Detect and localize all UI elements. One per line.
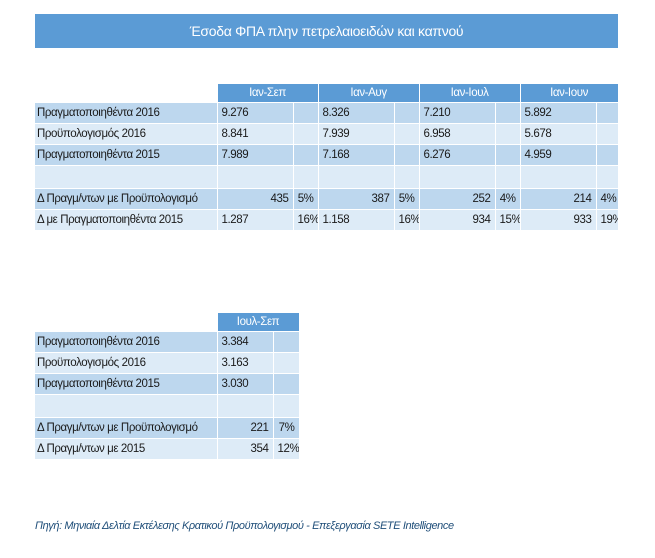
value-cell: 7.168 xyxy=(318,144,395,166)
row-label: Πραγματοποιηθέντα 2015 xyxy=(35,373,218,395)
value-cell: 1.287 xyxy=(217,209,294,231)
spacer-row xyxy=(35,394,300,418)
row-label: Προϋπολογισμός 2016 xyxy=(35,123,218,145)
value-cell: 4.959 xyxy=(520,144,597,166)
value-cell: 6.276 xyxy=(419,144,496,166)
column-header: Ιουλ-Σεπ xyxy=(217,313,300,332)
row-label: Πραγματοποιηθέντα 2016 xyxy=(35,331,218,353)
value-cell: 933 xyxy=(520,209,597,231)
table-row: Δ Πραγμ/ντων με 2015 354 12% xyxy=(35,438,300,460)
percent-cell: 4% xyxy=(596,188,619,210)
row-label: Δ με Πραγματοποιηθέντα 2015 xyxy=(35,209,218,231)
value-cell: 8.326 xyxy=(318,102,395,124)
value-cell: 354 xyxy=(217,438,274,460)
percent-cell: 16% xyxy=(394,209,420,231)
table-row: Πραγματοποιηθέντα 2016 3.384 xyxy=(35,331,300,353)
value-cell: 252 xyxy=(419,188,496,210)
row-label: Προϋπολογισμός 2016 xyxy=(35,352,218,374)
value-cell: 221 xyxy=(217,417,274,439)
value-cell: 7.989 xyxy=(217,144,294,166)
table-row: Πραγματοποιηθέντα 2015 3.030 xyxy=(35,373,300,395)
value-cell: 5.892 xyxy=(520,102,597,124)
value-cell: 934 xyxy=(419,209,496,231)
column-header: Ιαν-Αυγ xyxy=(318,84,420,103)
value-cell: 3.384 xyxy=(217,331,274,353)
percent-cell: 5% xyxy=(293,188,319,210)
page-title: Έσοδα ΦΠΑ πλην πετρελαιοειδών και καπνού xyxy=(35,14,618,48)
row-label: Πραγματοποιηθέντα 2016 xyxy=(35,102,218,124)
table-row: Δ Πραγμ/ντων με Προϋπολογισμό 221 7% xyxy=(35,417,300,439)
vat-revenue-table-cumulative: Ιαν-Σεπ Ιαν-Αυγ Ιαν-Ιουλ Ιαν-Ιουν Πραγμα… xyxy=(35,84,619,231)
source-note: Πηγή: Μηνιαία Δελτία Εκτέλεσης Κρατικού … xyxy=(35,520,454,532)
value-cell: 6.958 xyxy=(419,123,496,145)
percent-cell: 12% xyxy=(273,438,300,460)
column-header: Ιαν-Ιουλ xyxy=(419,84,521,103)
table-row: Προϋπολογισμός 2016 8.841 7.939 6.958 5.… xyxy=(35,123,619,145)
column-header: Ιαν-Σεπ xyxy=(217,84,319,103)
row-label: Δ Πραγμ/ντων με 2015 xyxy=(35,438,218,460)
value-cell: 3.163 xyxy=(217,352,274,374)
table-row: Προϋπολογισμός 2016 3.163 xyxy=(35,352,300,374)
table-row: Δ Πραγμ/ντων με Προϋπολογισμό 435 5% 387… xyxy=(35,188,619,210)
value-cell: 5.678 xyxy=(520,123,597,145)
value-cell: 435 xyxy=(217,188,294,210)
percent-cell: 7% xyxy=(273,417,300,439)
value-cell: 7.210 xyxy=(419,102,496,124)
percent-cell: 5% xyxy=(394,188,420,210)
value-cell: 9.276 xyxy=(217,102,294,124)
vat-revenue-table-quarter: Ιουλ-Σεπ Πραγματοποιηθέντα 2016 3.384 Πρ… xyxy=(35,313,300,460)
table-header-row: Ιαν-Σεπ Ιαν-Αυγ Ιαν-Ιουλ Ιαν-Ιουν xyxy=(35,84,619,103)
header-blank-cell xyxy=(35,313,218,332)
percent-cell: 19% xyxy=(596,209,619,231)
value-cell: 387 xyxy=(318,188,395,210)
row-label: Δ Πραγμ/ντων με Προϋπολογισμό xyxy=(35,188,218,210)
value-cell: 1.158 xyxy=(318,209,395,231)
percent-cell: 4% xyxy=(495,188,521,210)
value-cell: 8.841 xyxy=(217,123,294,145)
table-row: Πραγματοποιηθέντα 2016 9.276 8.326 7.210… xyxy=(35,102,619,124)
column-header: Ιαν-Ιουν xyxy=(520,84,619,103)
row-label: Πραγματοποιηθέντα 2015 xyxy=(35,144,218,166)
table-row: Πραγματοποιηθέντα 2015 7.989 7.168 6.276… xyxy=(35,144,619,166)
table-row: Δ με Πραγματοποιηθέντα 2015 1.287 16% 1.… xyxy=(35,209,619,231)
header-blank-cell xyxy=(35,84,218,103)
row-label: Δ Πραγμ/ντων με Προϋπολογισμό xyxy=(35,417,218,439)
table-header-row: Ιουλ-Σεπ xyxy=(35,313,300,332)
value-cell: 214 xyxy=(520,188,597,210)
percent-cell: 16% xyxy=(293,209,319,231)
value-cell: 3.030 xyxy=(217,373,274,395)
value-cell: 7.939 xyxy=(318,123,395,145)
spacer-row xyxy=(35,165,619,189)
percent-cell: 15% xyxy=(495,209,521,231)
